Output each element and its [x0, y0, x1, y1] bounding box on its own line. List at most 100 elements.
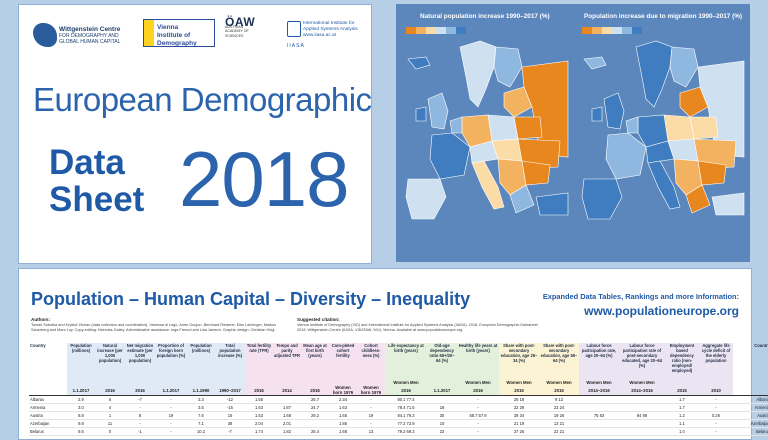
table-row[interactable]: Austria 8.8 1 8 19 7.6 15 1.53 1.68 29.2 1.65 19 84.… [29, 411, 768, 420]
value-cell: 75 83 [579, 411, 619, 420]
value-cell: 25.7 [301, 395, 329, 404]
col-header: Aggregate life cycle deficit of the elde… [699, 343, 733, 379]
subheader-cell [427, 379, 457, 385]
col-header: Net migration estimate (per 1,000 popula… [125, 343, 155, 379]
data-table: Country Population (millions) Natural in… [29, 343, 768, 436]
logo-name: Wittgenstein Centre [59, 26, 121, 33]
value-cell: 3.3 [187, 395, 215, 404]
website-link[interactable]: www.populationeurope.org [584, 304, 739, 318]
value-cell: - [457, 395, 499, 404]
value-cell: 2.9 [67, 395, 95, 404]
col-header: Total fertility rate (TFR) [245, 343, 273, 379]
map-left-title: Natural population increase 1990–2017 (%… [420, 13, 550, 20]
value-cell [273, 395, 301, 404]
cover-sheet-word: Sheet [49, 180, 145, 219]
map-right-migration-increase [581, 40, 745, 220]
table-row[interactable]: Azerbaijan 9.8 11- -7.1 38 2.04 2.01 1.86-77.2 … [29, 419, 768, 428]
subheader-cell: 1990–2017 [215, 385, 245, 396]
value-cell: 9 12 [539, 395, 579, 404]
col-header: Natural increase (per 1,000 population) [95, 343, 125, 379]
value-cell: - [457, 419, 499, 428]
value-cell: 1 [95, 411, 125, 420]
col-header: Mean age at first birth (years) [301, 343, 329, 379]
col-header: Labour force participation rate, age 20–… [579, 343, 619, 379]
value-cell: 38 [215, 419, 245, 428]
value-cell: 80.1 77.4 [385, 395, 427, 404]
value-cell: 18 [427, 403, 457, 412]
value-cell: 1.1 [665, 419, 699, 428]
subheader-cell [699, 379, 733, 385]
value-cell: - [699, 419, 733, 428]
authors-heading: Authors: [31, 317, 51, 322]
value-cell: -12 [215, 395, 245, 404]
value-cell: 1.56 [245, 395, 273, 404]
subheader-cell: Women born 1976 [329, 385, 357, 396]
value-cell: 77.2 72.9 [385, 419, 427, 428]
europe-map-icon [33, 23, 57, 47]
cover-title: European Demographic [33, 81, 372, 118]
subheader-cell [125, 379, 155, 385]
value-cell: 4 [95, 403, 125, 412]
value-cell: 2.01 [273, 419, 301, 428]
subheader-cell: Women Men [619, 379, 665, 385]
subheader-cell: 2014–2016 [619, 385, 665, 396]
col-header: Total population increase (%) [215, 343, 245, 379]
maps-panel: Natural population increase 1990–2017 (%… [396, 4, 750, 262]
expanded-info-label: Expanded Data Tables, Rankings and more … [542, 292, 739, 301]
subheader-cell [357, 379, 385, 385]
value-cell: 19 [155, 411, 187, 420]
country-cell: Azerbaijan [29, 419, 67, 428]
value-cell: - [357, 403, 385, 412]
value-cell: 1.7 [665, 403, 699, 412]
value-cell: 13 21 [539, 419, 579, 428]
value-cell: 21 19 [499, 419, 539, 428]
subheader-cell: 2016 [385, 385, 427, 396]
country-cell: Austria [733, 411, 768, 420]
value-cell: 32 29 [499, 403, 539, 412]
value-cell: 39 34 [499, 411, 539, 420]
value-cell: 11 [95, 419, 125, 428]
oaw-logo[interactable]: ÖAW AUSTRIAN ACADEMY OF SCIENCES [225, 15, 256, 38]
subheader-cell: Women Men [499, 379, 539, 385]
iiasa-logo[interactable]: International Institute for Applied Syst… [287, 21, 358, 49]
subheader-cell [187, 379, 215, 385]
vienna-institute-logo[interactable]: Vienna Institute of Demography [143, 19, 215, 47]
value-cell [301, 419, 329, 428]
value-cell: 3.5 [187, 403, 215, 412]
value-cell: 8.8 [67, 411, 95, 420]
country-cell: Albania [733, 395, 768, 404]
col-header: Country [30, 343, 46, 348]
value-cell: -7 [125, 395, 155, 404]
value-cell: - [457, 403, 499, 412]
value-cell: 9.8 [67, 419, 95, 428]
value-cell [619, 403, 665, 412]
table-row[interactable]: Armenia 3.0 4- -3.5 -15 1.63 1.87 24.7 1.63-78.4… [29, 403, 768, 412]
subheader-cell: 2010 [699, 385, 733, 396]
value-cell: 19 26 [539, 411, 579, 420]
value-cell: 1.68 [273, 411, 301, 420]
table-row[interactable]: Albania 2.9 6 -7-3.3 -12 1.56 25.7 2.34-80.1 77… [29, 395, 768, 404]
subheader-cell: 2016 [301, 385, 329, 396]
value-cell: 58.7 57.9 [457, 411, 499, 420]
col-header: Life expectancy at birth (years) [385, 343, 427, 379]
subheader-cell: 2015 [539, 385, 579, 396]
value-cell: 84.1 79.3 [385, 411, 427, 420]
value-cell: 3.0 [67, 403, 95, 412]
cover-data-word: Data [49, 143, 125, 182]
col-header: Population (millions) [187, 343, 215, 379]
wittgenstein-centre-logo[interactable]: Wittgenstein Centre FOR DEMOGRAPHY AND G… [33, 19, 129, 51]
subheader-cell: 1.1.2017 [427, 385, 457, 396]
col-header: Proportion of foreign born population (%… [155, 343, 187, 379]
subheader-cell: 2015 [499, 385, 539, 396]
subheader-cell: 1.1.2017 [155, 385, 187, 396]
value-cell: 0.26 [699, 411, 733, 420]
value-cell: 2.34 [329, 395, 357, 404]
value-cell: 78.4 71.5 [385, 403, 427, 412]
subheader-cell: 2016 [457, 385, 499, 396]
value-cell: - [357, 395, 385, 404]
subheader-cell [301, 379, 329, 385]
country-cell: Armenia [733, 403, 768, 412]
col-header: Com-pleted cohort fertility [329, 343, 357, 379]
map-right-legend [582, 27, 642, 39]
subheader-cell [665, 379, 699, 385]
